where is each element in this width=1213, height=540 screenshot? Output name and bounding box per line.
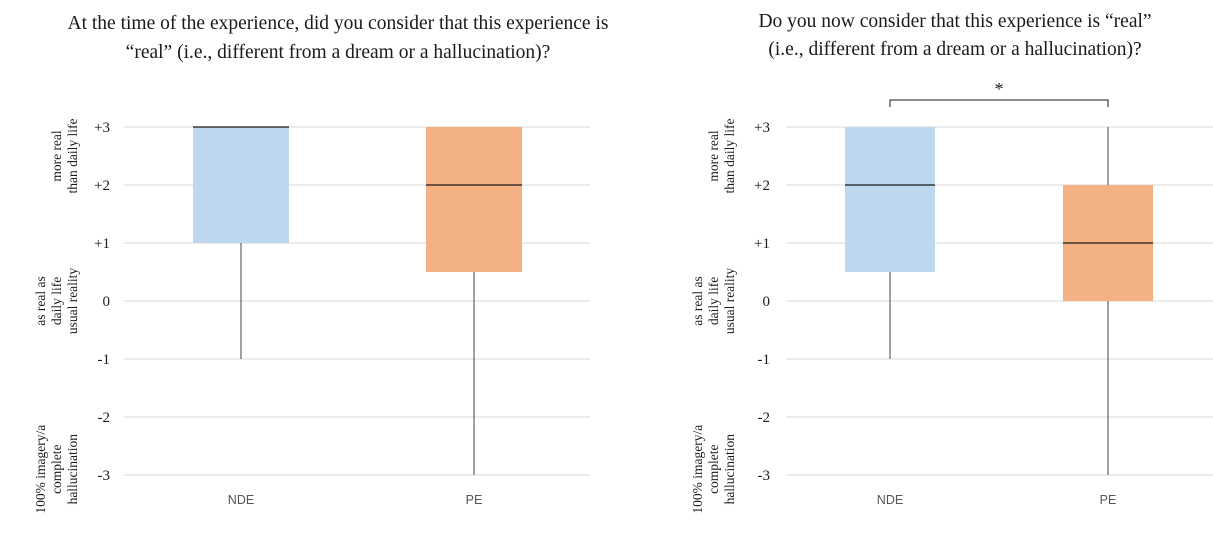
y-band-label: more real than daily life — [49, 119, 80, 194]
significance-marker: * — [995, 79, 1004, 99]
y-tick-label: -3 — [98, 468, 111, 484]
y-band-label-line: as real as — [33, 276, 48, 325]
y-band-label: as real as daily life usual reality — [690, 268, 737, 335]
y-tick-label: +3 — [94, 120, 110, 136]
y-band-label-line: daily life — [49, 277, 64, 325]
significance-bracket — [889, 99, 1109, 107]
y-band-label-line: 100% imagery/a — [690, 425, 705, 514]
y-band-label-line: more real — [49, 130, 64, 182]
box-nde — [845, 127, 935, 272]
y-band-label-line: 100% imagery/a — [33, 425, 48, 514]
y-band-label-line: hallucination — [722, 434, 737, 505]
y-tick-label: +3 — [754, 120, 770, 136]
y-band-label-line: complete — [706, 444, 721, 493]
y-band-label: more real than daily life — [706, 119, 737, 194]
y-tick-label: -1 — [758, 352, 771, 368]
x-category-label: PE — [466, 493, 483, 507]
y-band-label: as real as daily life usual reality — [33, 268, 80, 335]
chart-title-line: At the time of the experience, did you c… — [68, 13, 609, 34]
y-tick-label: +2 — [94, 178, 110, 194]
chart-title-line: Do you now consider that this experience… — [758, 11, 1151, 32]
y-tick-label: 0 — [763, 294, 771, 310]
x-category-label: NDE — [877, 493, 903, 507]
x-category-label: PE — [1100, 493, 1117, 507]
y-tick-label: +1 — [94, 236, 110, 252]
y-tick-label: -3 — [758, 468, 771, 484]
y-tick-label: -2 — [758, 410, 771, 426]
y-band-label-line: usual reality — [722, 268, 737, 335]
y-tick-label: 0 — [103, 294, 111, 310]
y-tick-label: +1 — [754, 236, 770, 252]
chart-title-line: “real” (i.e., different from a dream or … — [126, 42, 551, 63]
y-band-label: 100% imagery/a complete hallucination — [33, 425, 80, 514]
box-nde — [193, 127, 289, 243]
y-band-label-line: as real as — [690, 276, 705, 325]
x-category-label: NDE — [228, 493, 254, 507]
right-chart-panel: Do you now consider that this experience… — [690, 11, 1213, 514]
y-tick-label: -1 — [98, 352, 111, 368]
y-band-label-line: more real — [706, 130, 721, 182]
left-chart-panel: At the time of the experience, did you c… — [33, 13, 608, 514]
y-band-label-line: complete — [49, 444, 64, 493]
y-band-label-line: hallucination — [65, 434, 80, 505]
y-band-label-line: daily life — [706, 277, 721, 325]
box-pe — [426, 127, 522, 272]
y-band-label-line: usual reality — [65, 268, 80, 335]
y-tick-label: -2 — [98, 410, 111, 426]
y-band-label-line: than daily life — [65, 119, 80, 194]
chart-title-line: (i.e., different from a dream or a hallu… — [768, 39, 1141, 60]
y-band-label-line: than daily life — [722, 119, 737, 194]
y-tick-label: +2 — [754, 178, 770, 194]
y-band-label: 100% imagery/a complete hallucination — [690, 425, 737, 514]
